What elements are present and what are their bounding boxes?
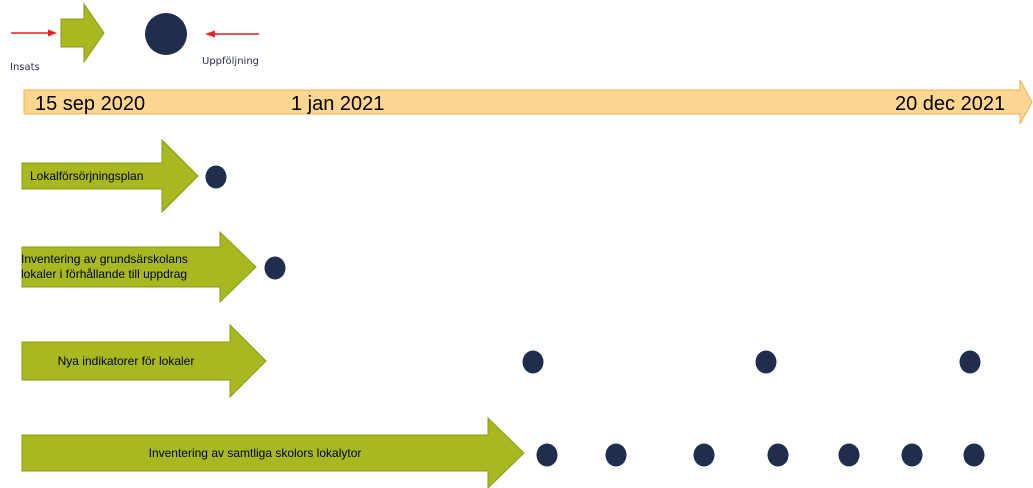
activity-arrow [21,323,267,399]
followup-dot [605,443,627,467]
legend-pointer-arrow-right [205,30,259,38]
followup-dot [693,443,715,467]
legend-activity-arrow-icon [60,2,105,64]
timeline-bar: 15 sep 2020 1 jan 2021 20 dec 2021 [23,79,1033,125]
legend: Insats Uppföljning [10,2,259,73]
activity-arrow [21,230,257,304]
followup-dot [264,256,286,280]
legend-activity-label: Insats [10,62,40,73]
activity-row: Inventering av grundsärskolans lokaler i… [21,230,286,304]
legend-pointer-arrow-left [11,29,57,37]
followup-dot [901,443,923,467]
followup-dot [522,350,544,374]
timeline-start-date: 15 sep 2020 [35,93,145,115]
followup-dot [959,350,981,374]
activity-row: Inventering av samtliga skolors lokalyto… [21,416,985,488]
activity-label: Lokalförsörjningsplan [30,168,144,183]
followup-dot [755,350,777,374]
legend-followup-label: Uppföljning [202,56,259,67]
followup-dot [963,443,985,467]
activity-label: Nya indikatorer för lokaler [57,353,195,368]
timeline-end-date: 20 dec 2021 [895,93,1005,115]
followup-dot [205,165,227,189]
followup-dot [536,443,558,467]
activity-label: Inventering av grundsärskolans lokaler i… [21,252,188,281]
activity-arrow [21,138,199,214]
followup-dot [838,443,860,467]
timeline-mid-date: 1 jan 2021 [291,93,384,115]
activity-row: Lokalförsörjningsplan [21,138,227,214]
activity-label: Inventering av samtliga skolors lokalyto… [148,445,362,460]
legend-followup-dot-icon [145,13,187,55]
activity-row: Nya indikatorer för lokaler [21,323,981,399]
followup-dot [767,443,789,467]
activity-arrow [21,416,525,488]
timeline-arrow-shape [23,79,1033,125]
